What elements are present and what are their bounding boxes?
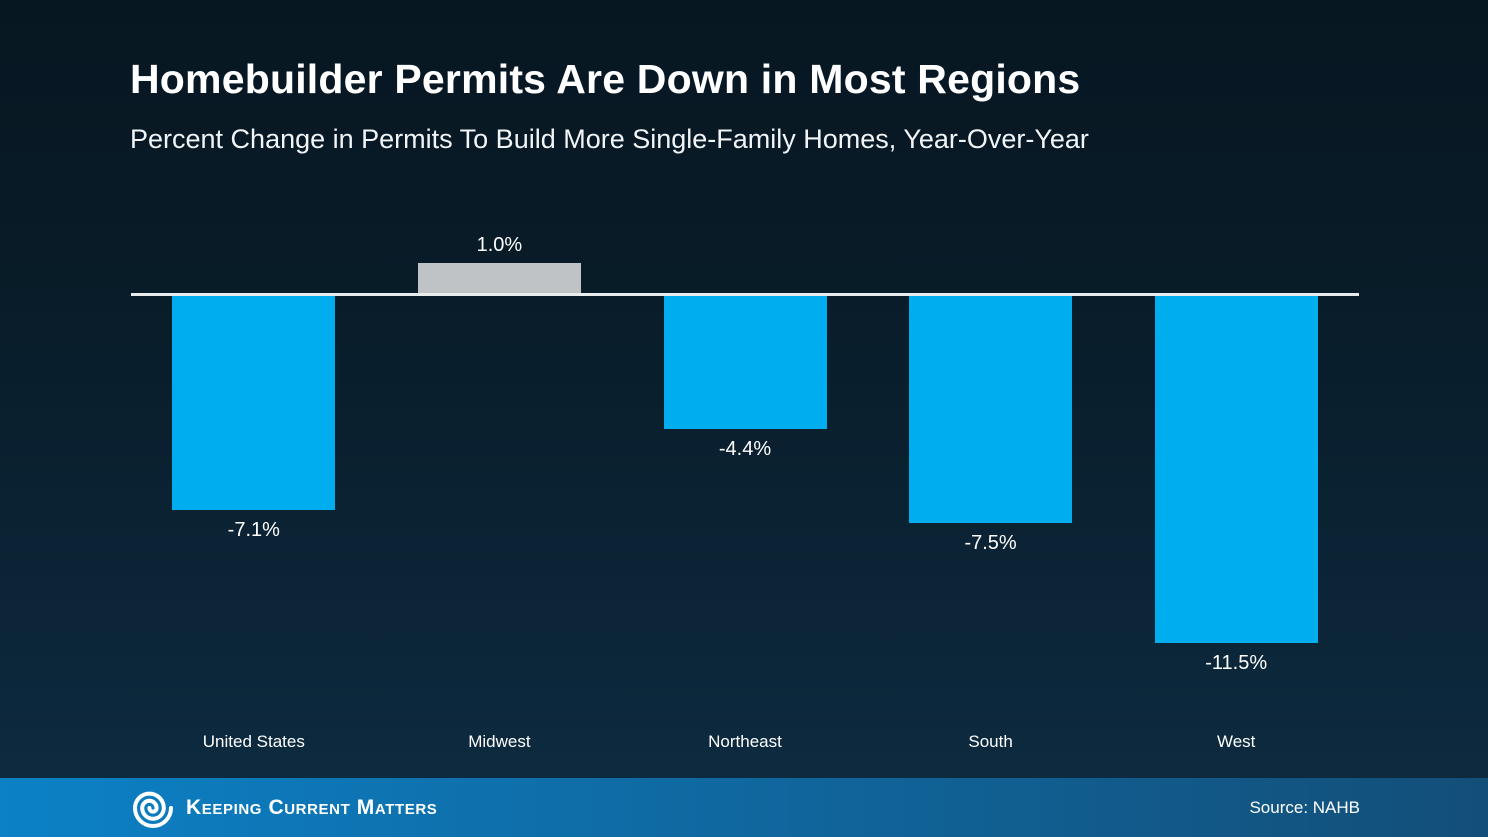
bar-northeast: [663, 296, 827, 429]
value-label-west: -11.5%: [1205, 652, 1268, 675]
bar-west: [1154, 296, 1318, 644]
footer-bar: Keeping Current Matters Source: NAHB: [0, 778, 1488, 837]
category-label-northeast: Northeast: [708, 732, 782, 751]
zero-axis-line: [131, 293, 1359, 296]
source-attribution: Source: NAHB: [1249, 797, 1360, 817]
brand-lockup: Keeping Current Matters: [132, 788, 438, 828]
brand-name: Keeping Current Matters: [186, 795, 438, 819]
category-label-united-states: United States: [202, 732, 305, 751]
category-label-midwest: Midwest: [468, 732, 531, 751]
value-label-south: -7.5%: [964, 531, 1017, 554]
category-label-west: West: [1216, 732, 1256, 751]
bar-south: [909, 296, 1073, 523]
chart-subtitle: Percent Change in Permits To Build More …: [130, 124, 1089, 154]
value-label-northeast: -4.4%: [718, 437, 772, 460]
bar-united-states: [172, 296, 336, 511]
value-label-united-states: -7.1%: [227, 519, 280, 542]
kcm-spiral-icon: [132, 788, 173, 828]
chart-title: Homebuilder Permits Are Down in Most Reg…: [130, 56, 1081, 102]
category-label-south: South: [968, 732, 1013, 751]
value-label-midwest: 1.0%: [476, 233, 523, 256]
bar-midwest: [417, 262, 581, 293]
